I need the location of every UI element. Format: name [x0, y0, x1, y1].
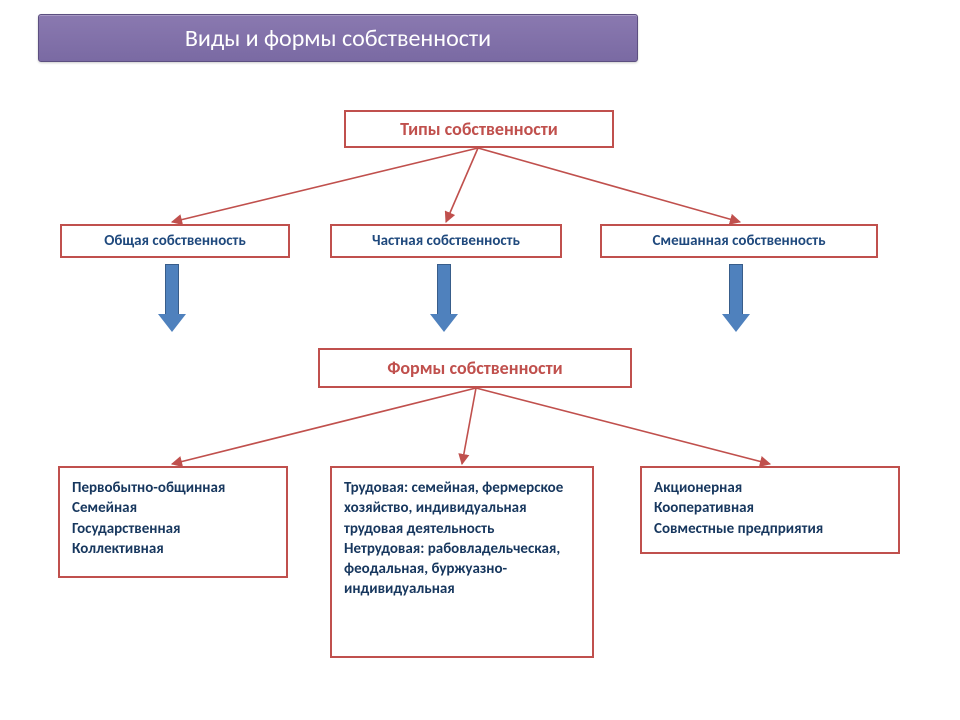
- block-arrow-1: [158, 264, 186, 332]
- block-arrow-3: [722, 264, 750, 332]
- forms-header-box: Формы собственности: [318, 348, 632, 388]
- leaf-left-box: Первобытно-общиннаяСемейнаяГосударственн…: [58, 466, 288, 578]
- slide-title: Виды и формы собственности: [38, 14, 638, 62]
- branch-private-box: Частная собственность: [330, 224, 562, 258]
- leaf-mid-box: Трудовая: семейная, фермерское хозяйство…: [330, 466, 594, 658]
- block-arrow-2: [430, 264, 458, 332]
- branch-mixed-box: Смешанная собственность: [600, 224, 878, 258]
- types-header-box: Типы собственности: [344, 110, 614, 148]
- branch-common-box: Общая собственность: [60, 224, 290, 258]
- leaf-right-box: АкционернаяКооперативнаяСовместные предп…: [640, 466, 900, 554]
